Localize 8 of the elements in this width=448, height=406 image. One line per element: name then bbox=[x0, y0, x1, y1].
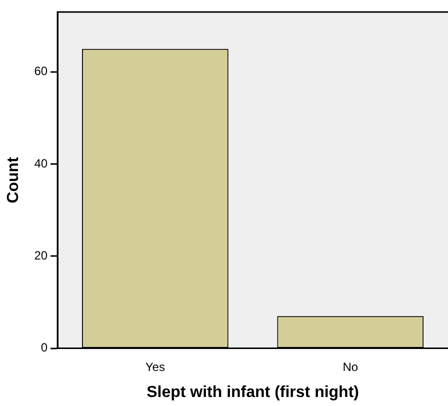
x-axis-title: Slept with infant (first night) bbox=[146, 384, 359, 401]
y-axis-title: Count bbox=[5, 156, 22, 204]
x-tick-label: Yes bbox=[145, 360, 165, 374]
y-tick-label: 0 bbox=[40, 340, 48, 355]
x-tick-label: No bbox=[342, 360, 358, 374]
y-tick-label: 60 bbox=[34, 64, 48, 78]
y-tick-label: 40 bbox=[34, 156, 48, 170]
y-tick-label: 20 bbox=[34, 248, 48, 263]
